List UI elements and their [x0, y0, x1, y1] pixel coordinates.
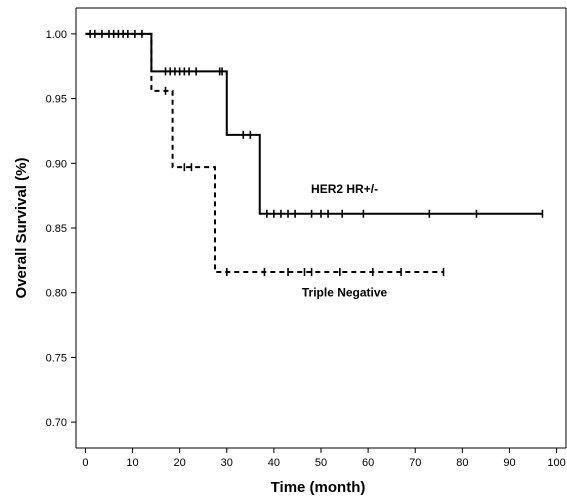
y-axis-ticks: 0.70 0.75 0.80 0.85 0.90 0.95 1.00 [46, 29, 76, 429]
plot-frame [75, 7, 567, 449]
x-tick-label: 10 [126, 457, 138, 469]
series-label: HER2 HR+/- [311, 182, 378, 196]
x-axis-title: Time (month) [271, 479, 366, 496]
censor-marks [89, 29, 544, 276]
y-tick-label: 0.95 [46, 94, 67, 106]
y-tick-label: 0.70 [46, 417, 67, 429]
x-tick-label: 100 [547, 457, 565, 469]
x-tick-label: 20 [174, 457, 186, 469]
series-label: Triple Negative [302, 286, 388, 300]
series-layer [85, 32, 543, 273]
x-tick-label: 30 [221, 457, 233, 469]
y-tick-label: 0.90 [46, 158, 67, 170]
y-tick-label: 0.75 [46, 352, 67, 364]
x-tick-label: 80 [456, 457, 468, 469]
x-axis-ticks: 0 10 20 30 40 50 60 70 80 90 100 [82, 448, 566, 469]
x-tick-label: 0 [82, 457, 88, 469]
x-tick-label: 70 [409, 457, 421, 469]
y-tick-label: 0.85 [46, 223, 67, 235]
y-axis-title: Overall Survival (%) [13, 158, 30, 299]
series-line-triple-negative [85, 32, 444, 273]
y-tick-label: 1.00 [46, 29, 67, 41]
x-tick-label: 60 [362, 457, 374, 469]
x-tick-label: 50 [315, 457, 327, 469]
x-tick-label: 40 [268, 457, 280, 469]
y-tick-label: 0.80 [46, 288, 67, 300]
series-annotations: HER2 HR+/- Triple Negative [302, 182, 388, 300]
x-tick-label: 90 [503, 457, 515, 469]
